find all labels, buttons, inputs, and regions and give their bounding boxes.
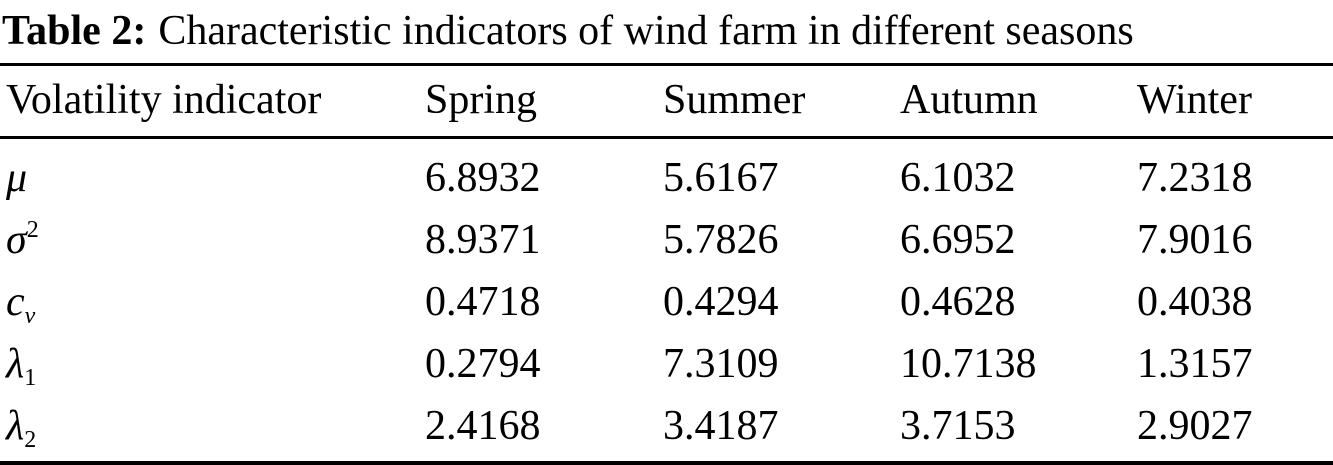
table-cell: 6.1032 [900, 155, 1016, 201]
table-caption-label: Table 2: [2, 8, 147, 54]
indicator-symbol: μ [6, 155, 28, 201]
indicator-symbol: λ [6, 403, 25, 449]
table-cell: 7.9016 [1137, 217, 1253, 263]
table-cell: 1.3157 [1137, 341, 1253, 387]
row-label-sigma-squared: σ2 [0, 209, 425, 271]
table-cell: 5.6167 [663, 155, 779, 201]
table-caption: Table 2: Characteristic indicators of win… [0, 0, 1333, 63]
indicator-subscript: v [24, 303, 36, 329]
table-row-lambda2: λ2 2.4168 3.4187 3.7153 2.9027 [0, 395, 1333, 463]
table-cell: 6.6952 [900, 217, 1016, 263]
header-row: Volatility indicator Spring Summer Autum… [0, 64, 1333, 139]
indicator-superscript: 2 [26, 217, 39, 243]
table-cell: 0.2794 [425, 341, 541, 387]
column-header-winter: Winter [1137, 64, 1333, 139]
table-cell: 0.4628 [900, 279, 1016, 325]
table-cell: 5.7826 [663, 217, 779, 263]
column-header-autumn: Autumn [900, 64, 1137, 139]
table-cell: 0.4718 [425, 279, 541, 325]
table-cell: 6.8932 [425, 155, 541, 201]
row-label-cv: cv [0, 271, 425, 333]
table-row-mu: μ 6.8932 5.6167 6.1032 7.2318 [0, 138, 1333, 210]
table-cell: 0.4038 [1137, 279, 1253, 325]
indicator-symbol: σ [6, 217, 27, 263]
table-cell: 7.2318 [1137, 155, 1253, 201]
indicator-symbol: λ [6, 341, 25, 387]
table-cell: 10.7138 [900, 341, 1037, 387]
table-cell: 3.7153 [900, 403, 1016, 449]
indicator-subscript: 1 [24, 365, 37, 391]
column-header-summer: Summer [663, 64, 900, 139]
row-label-mu: μ [0, 138, 425, 210]
table-cell: 2.9027 [1137, 403, 1253, 449]
table-row-cv: cv 0.4718 0.4294 0.4628 0.4038 [0, 271, 1333, 333]
table-cell: 7.3109 [663, 341, 779, 387]
table-cell: 3.4187 [663, 403, 779, 449]
row-label-lambda2: λ2 [0, 395, 425, 463]
table-cell: 8.9371 [425, 217, 541, 263]
indicator-symbol: c [6, 279, 25, 325]
indicator-subscript: 2 [24, 427, 37, 453]
column-header-volatility-indicator: Volatility indicator [0, 64, 425, 139]
table-cell: 0.4294 [663, 279, 779, 325]
table-row-sigma-squared: σ2 8.9371 5.7826 6.6952 7.9016 [0, 209, 1333, 271]
seasonal-indicators-table: Volatility indicator Spring Summer Autum… [0, 63, 1333, 465]
table-caption-text: Characteristic indicators of wind farm i… [158, 8, 1134, 54]
table-row-lambda1: λ1 0.2794 7.3109 10.7138 1.3157 [0, 333, 1333, 395]
column-header-spring: Spring [425, 64, 663, 139]
row-label-lambda1: λ1 [0, 333, 425, 395]
table-cell: 2.4168 [425, 403, 541, 449]
